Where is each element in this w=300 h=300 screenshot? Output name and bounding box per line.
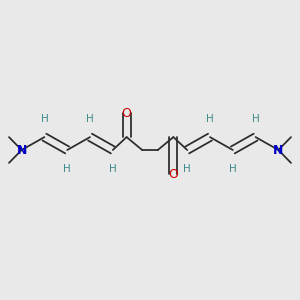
Text: H: H [40, 113, 48, 124]
Text: H: H [109, 164, 117, 174]
Text: H: H [229, 164, 237, 174]
Text: N: N [273, 143, 284, 157]
Text: H: H [183, 164, 191, 174]
Text: O: O [169, 167, 178, 181]
Text: N: N [16, 143, 27, 157]
Text: H: H [63, 164, 71, 174]
Text: O: O [122, 106, 131, 120]
Text: H: H [206, 113, 214, 124]
Text: H: H [252, 113, 260, 124]
Text: H: H [86, 113, 94, 124]
